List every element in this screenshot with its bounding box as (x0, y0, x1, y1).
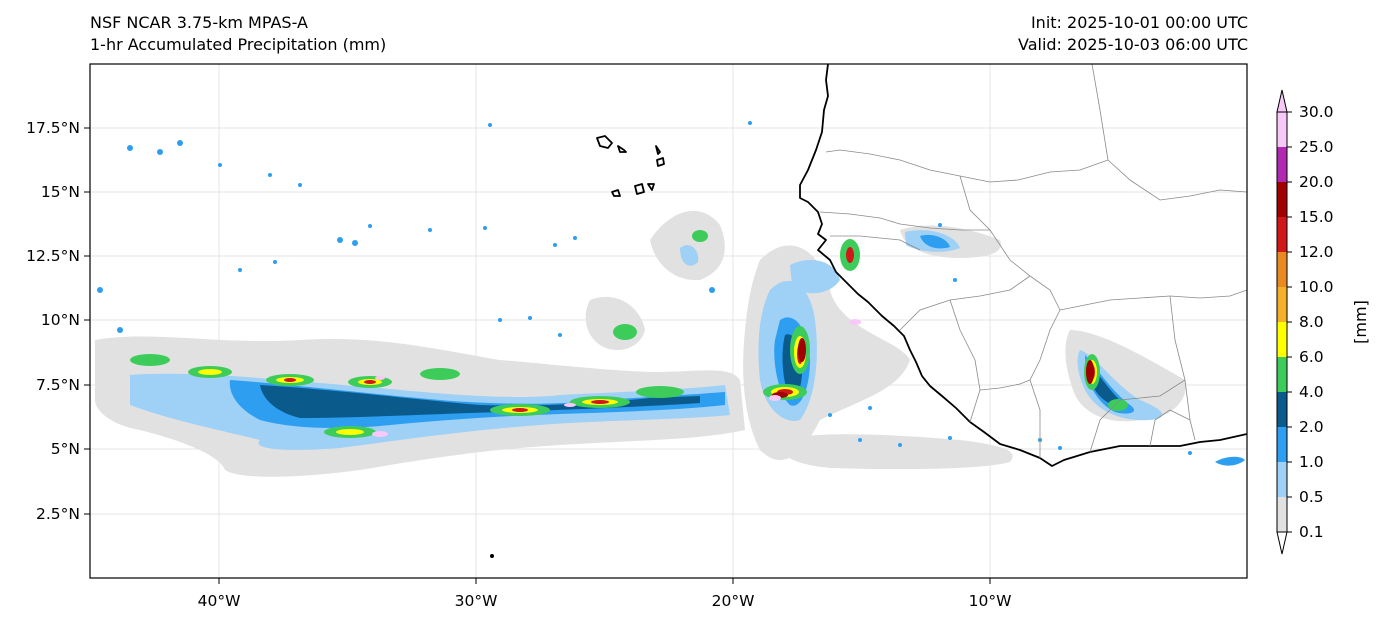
coastline (596, 64, 1247, 467)
colorbar-segment (1277, 462, 1287, 497)
colorbar-level-label: 20.0 (1299, 173, 1334, 191)
colorbar-segment (1277, 252, 1287, 287)
colorbar-level-label: 12.0 (1299, 243, 1334, 261)
map-frame (89, 63, 1248, 579)
x-axis-labels: 40°W 30°W 20°W 10°W (198, 592, 1012, 610)
y-tick-label: 7.5°N (36, 376, 80, 394)
colorbar-segment (1277, 112, 1287, 147)
x-tick-label: 20°W (712, 592, 755, 610)
colorbar-level-label: 1.0 (1299, 453, 1324, 471)
graticule (90, 64, 1247, 578)
colorbar-segment (1277, 217, 1287, 252)
colorbar-extend-min (1276, 531, 1288, 555)
chart-header-right: Init: 2025-10-01 00:00 UTC Valid: 2025-1… (1018, 12, 1248, 56)
colorbar-segment (1277, 427, 1287, 462)
colorbar-level-label: 2.0 (1299, 418, 1324, 436)
colorbar-segment (1277, 322, 1287, 357)
country-borders (819, 64, 1247, 458)
colorbar-segment (1277, 392, 1287, 427)
colorbar-segment (1277, 497, 1287, 532)
colorbar-units-label: [mm] (1351, 300, 1370, 344)
colorbar-segment (1277, 357, 1287, 392)
axis-ticks (84, 127, 991, 584)
colorbar-segment (1277, 147, 1287, 182)
chart-header-left: NSF NCAR 3.75-km MPAS-A 1-hr Accumulated… (90, 12, 386, 56)
model-title: NSF NCAR 3.75-km MPAS-A (90, 13, 308, 32)
colorbar-segment (1277, 287, 1287, 322)
colorbar: 0.1 0.5 1.0 2.0 4.0 6.0 8.0 10.0 12.0 15.0 20.0 25.… (1276, 89, 1334, 555)
map-content (90, 64, 1247, 578)
colorbar-level-label: 6.0 (1299, 348, 1324, 366)
y-tick-label: 5°N (51, 440, 80, 458)
y-tick-label: 17.5°N (26, 119, 80, 137)
colorbar-level-label: 4.0 (1299, 383, 1324, 401)
colorbar-level-label: 25.0 (1299, 138, 1334, 156)
colorbar-level-label: 10.0 (1299, 278, 1334, 296)
colorbar-level-label: 0.5 (1299, 488, 1324, 506)
island-marker (490, 554, 494, 558)
field-title: 1-hr Accumulated Precipitation (mm) (90, 35, 387, 54)
init-time: Init: 2025-10-01 00:00 UTC (1030, 13, 1248, 32)
colorbar-level-label: 0.1 (1299, 523, 1324, 541)
x-tick-label: 40°W (198, 592, 241, 610)
valid-time: Valid: 2025-10-03 06:00 UTC (1017, 35, 1248, 54)
colorbar-extend-max (1276, 89, 1288, 113)
y-tick-label: 15°N (41, 183, 80, 201)
y-axis-labels: 2.5°N 5°N 7.5°N 10°N 12.5°N 15°N 17.5°N (26, 119, 80, 523)
precip-convective-cells (97, 121, 1192, 455)
y-tick-label: 2.5°N (36, 505, 80, 523)
y-tick-label: 10°N (41, 311, 80, 329)
y-tick-label: 12.5°N (26, 247, 80, 265)
colorbar-level-label: 8.0 (1299, 313, 1324, 331)
colorbar-segment (1277, 182, 1287, 217)
colorbar-level-label: 30.0 (1299, 103, 1334, 121)
x-tick-label: 10°W (969, 592, 1012, 610)
colorbar-level-label: 15.0 (1299, 208, 1334, 226)
x-tick-label: 30°W (455, 592, 498, 610)
